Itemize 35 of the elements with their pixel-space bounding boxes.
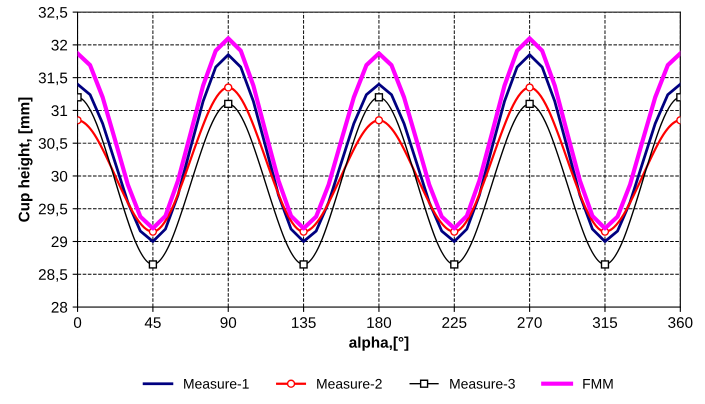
legend-label: Measure-1 xyxy=(184,379,249,389)
point xyxy=(224,100,232,108)
x-tick-label: 45 xyxy=(144,317,161,328)
x-tick-label: 315 xyxy=(592,317,618,328)
point xyxy=(525,83,534,92)
y-axis-title: Cup height, [mm] xyxy=(18,98,33,222)
point xyxy=(299,260,308,269)
point xyxy=(450,260,458,269)
legend-label: FMM xyxy=(583,379,613,389)
point xyxy=(148,260,158,269)
point xyxy=(525,100,534,108)
y-tick-label: 31,5 xyxy=(38,72,68,86)
x-tick-label: 0 xyxy=(74,317,82,328)
y-tick-label: 28,5 xyxy=(38,269,68,282)
point xyxy=(374,116,384,124)
y-tick-label: 32 xyxy=(51,40,68,51)
x-tick-label: 270 xyxy=(518,317,542,328)
x-tick-label: 90 xyxy=(220,317,236,328)
y-tick-label: 28 xyxy=(52,302,68,313)
x-tick-label: 225 xyxy=(442,317,466,328)
point xyxy=(600,260,610,269)
point xyxy=(374,93,384,102)
legend-label: Measure-3 xyxy=(450,378,515,389)
y-tick-label: 30,5 xyxy=(38,138,68,151)
x-axis-title: alpha,[°] xyxy=(349,336,408,351)
y-tick-label: 31 xyxy=(51,105,68,116)
y-tick-label: 29,5 xyxy=(38,204,68,216)
y-tick-label: 32,5 xyxy=(38,6,68,20)
y-tick-label: 29 xyxy=(52,236,68,248)
point xyxy=(224,83,232,92)
y-tick-label: 30 xyxy=(51,170,68,182)
legend-label: Measure-2 xyxy=(317,378,382,389)
x-tick-label: 180 xyxy=(367,317,392,328)
x-tick-label: 135 xyxy=(292,317,316,328)
x-tick-label: 360 xyxy=(668,317,692,328)
